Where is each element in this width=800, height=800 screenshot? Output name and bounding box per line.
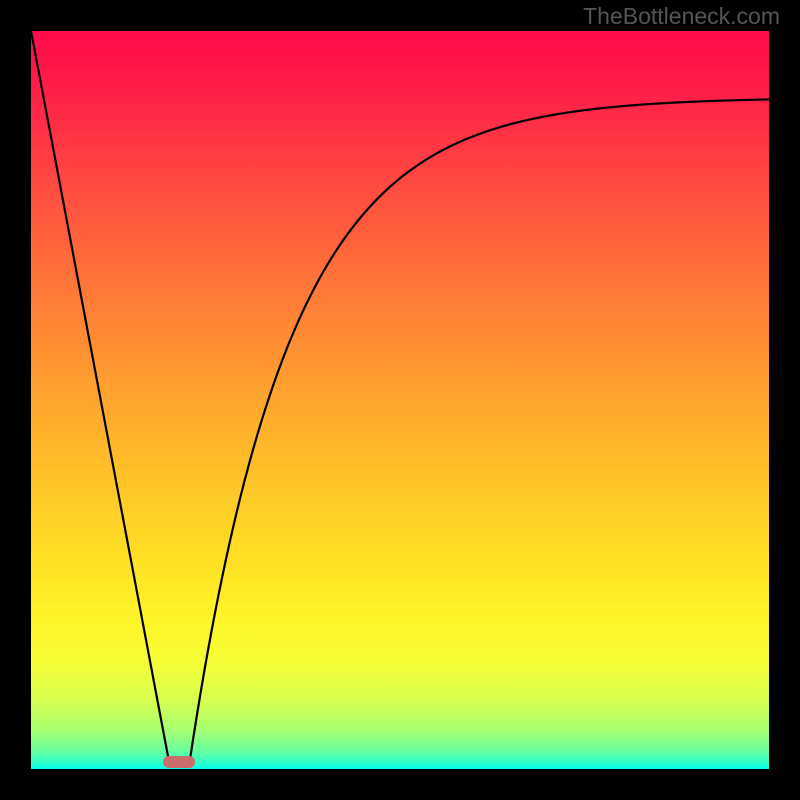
watermark-text: TheBottleneck.com: [583, 3, 780, 30]
curve-overlay: [31, 31, 769, 769]
chart-container: TheBottleneck.com: [0, 0, 800, 800]
minimum-marker: [163, 756, 195, 768]
plot-area: [31, 31, 769, 769]
bottleneck-curve: [31, 31, 769, 762]
